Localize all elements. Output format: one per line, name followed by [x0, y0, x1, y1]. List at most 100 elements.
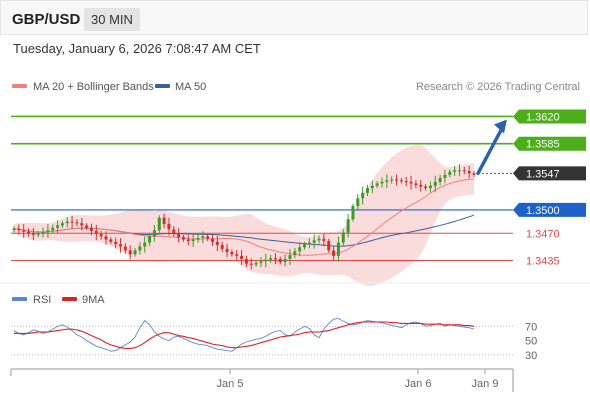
candle-body-95	[472, 173, 476, 175]
candle-body-34	[177, 233, 181, 238]
candle-body-53	[269, 258, 273, 260]
candle-body-55	[278, 258, 282, 263]
candle-body-39	[201, 236, 205, 238]
timeframe-button[interactable]: 30 MIN	[84, 8, 140, 31]
candle-body-5	[36, 233, 40, 235]
candle-body-45	[230, 251, 234, 255]
candle-body-83	[414, 183, 418, 185]
candle-body-9	[56, 225, 60, 228]
candle-body-23	[123, 246, 127, 251]
candle-body-46	[235, 254, 239, 256]
candle-body-91	[453, 170, 457, 172]
candle-body-79	[395, 179, 399, 181]
candle-body-8	[51, 227, 55, 231]
ma50-legend-swatch	[155, 84, 170, 88]
ma50-legend-label: MA 50	[175, 81, 206, 93]
bollinger-band	[14, 145, 474, 286]
candle-body-61	[307, 242, 311, 245]
candle-body-72	[361, 192, 365, 199]
candle-body-75	[375, 183, 379, 186]
candle-body-2	[22, 230, 26, 232]
candle-body-38	[196, 237, 200, 240]
level-label-3: 1.3500	[526, 205, 560, 217]
candle-body-10	[60, 223, 64, 226]
candle-body-81	[404, 181, 408, 183]
candle-body-52	[264, 259, 268, 262]
level-label-2: 1.3547	[526, 168, 560, 180]
level-labels-layer: 1.3620 1.3585 1.3547 1.3500 1.3470 1.3435	[513, 109, 586, 268]
candle-body-33	[172, 229, 176, 234]
rsi-ma-line	[14, 321, 475, 349]
candle-body-89	[443, 174, 447, 178]
candles-layer	[12, 164, 476, 270]
levels-layer	[11, 115, 513, 262]
bollinger-band-layer	[14, 145, 474, 286]
candle-body-16	[89, 227, 93, 231]
candle-body-63	[317, 238, 321, 241]
level-tag-1	[513, 136, 586, 151]
candle-body-88	[438, 177, 442, 182]
candle-body-57	[288, 255, 292, 259]
candle-body-31	[162, 217, 166, 224]
candle-body-41	[211, 238, 215, 242]
candle-body-74	[370, 185, 374, 189]
candle-body-70	[351, 206, 355, 220]
ma20-legend-label: MA 20 + Bollinger Bands	[33, 81, 154, 93]
candle-body-15	[85, 225, 89, 228]
candle-body-65	[327, 241, 331, 251]
candle-body-1	[17, 228, 21, 231]
forecast-arrow-head	[494, 119, 507, 134]
candle-body-66	[332, 250, 336, 256]
candle-body-29	[152, 230, 156, 237]
candle-body-24	[128, 250, 132, 255]
rsi-tick-50: 50	[525, 336, 537, 348]
candle-body-58	[293, 251, 297, 256]
candle-body-62	[312, 240, 316, 243]
candle-body-18	[99, 234, 103, 237]
candle-body-84	[419, 184, 423, 187]
forecast-arrow-shaft	[476, 124, 505, 176]
candle-body-54	[273, 258, 277, 260]
rsi-tick-30: 30	[525, 350, 537, 362]
candle-body-87	[433, 181, 437, 186]
candle-body-48	[244, 258, 248, 264]
candle-body-80	[399, 180, 403, 182]
candle-body-7	[46, 230, 50, 232]
candle-body-0	[12, 228, 16, 231]
level-label-5: 1.3435	[526, 256, 560, 268]
candle-body-56	[283, 258, 287, 263]
instrument-symbol: GBP/USD	[12, 11, 81, 28]
candle-body-50	[254, 262, 258, 265]
level-tag-3	[513, 202, 586, 217]
candle-body-32	[167, 223, 171, 230]
rsi-legend-label: RSI	[33, 294, 51, 306]
candle-body-44	[225, 248, 229, 252]
copyright: Research © 2026 Trading Central	[416, 81, 580, 93]
rsi-tick-70: 70	[525, 321, 537, 333]
rsi-ma-legend-label: 9MA	[82, 294, 105, 306]
candle-body-25	[133, 250, 137, 255]
level-label-4: 1.3470	[526, 228, 560, 240]
rsi-layer: 70 50 30	[11, 317, 537, 362]
rsi-legend-swatch	[12, 297, 27, 301]
ma20-legend-swatch	[12, 84, 27, 88]
candle-body-76	[380, 181, 384, 184]
candle-body-94	[467, 170, 471, 174]
candle-body-67	[336, 242, 340, 256]
rsi-line	[13, 317, 475, 352]
candle-body-20	[109, 239, 113, 242]
candle-body-59	[298, 247, 302, 252]
candle-body-68	[341, 232, 345, 243]
candle-body-93	[462, 170, 466, 172]
candle-body-11	[65, 221, 69, 224]
candle-body-40	[206, 236, 210, 239]
forecast-arrow-layer	[476, 119, 507, 176]
candle-body-43	[220, 244, 224, 249]
x-label-jan9: Jan 9	[472, 378, 499, 390]
candle-body-30	[157, 217, 161, 231]
x-label-jan6: Jan 6	[405, 378, 432, 390]
candle-body-37	[191, 239, 195, 242]
candle-body-60	[303, 244, 307, 248]
candle-body-3	[27, 231, 31, 234]
